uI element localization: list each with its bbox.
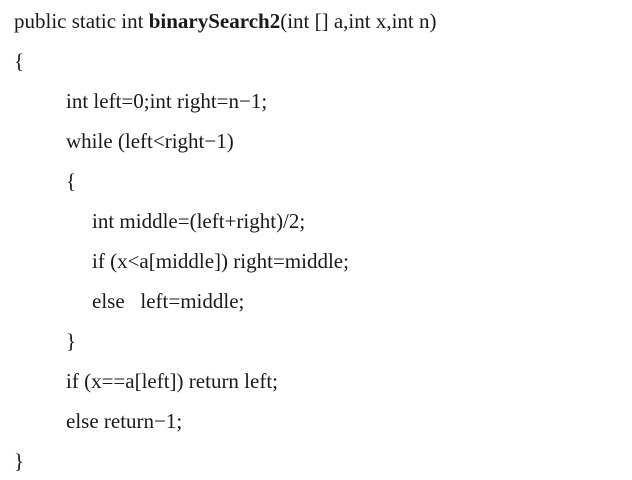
code-line-variable-init: int left=0;int right=n−1; xyxy=(66,89,268,113)
code-line-if-less: if (x<a[middle]) right=middle; xyxy=(92,249,349,273)
method-open-brace: { xyxy=(14,49,25,73)
method-signature-line: public static int binarySearch2(int [] a… xyxy=(14,6,437,36)
code-line-else-return: else return−1; xyxy=(66,409,183,433)
code-line-else-left: else left=middle; xyxy=(92,289,245,313)
code-line-if-equal: if (x==a[left]) return left; xyxy=(66,369,278,393)
signature-prefix: public static int xyxy=(14,9,149,33)
while-close-brace: } xyxy=(66,329,77,353)
signature-params: (int [] a,int x,int n) xyxy=(280,9,437,33)
code-line-while: while (left<right−1) xyxy=(66,129,234,153)
code-line-middle: int middle=(left+right)/2; xyxy=(92,209,306,233)
method-close-brace: } xyxy=(14,449,25,473)
method-name: binarySearch2 xyxy=(148,9,281,33)
while-open-brace: { xyxy=(66,169,77,193)
